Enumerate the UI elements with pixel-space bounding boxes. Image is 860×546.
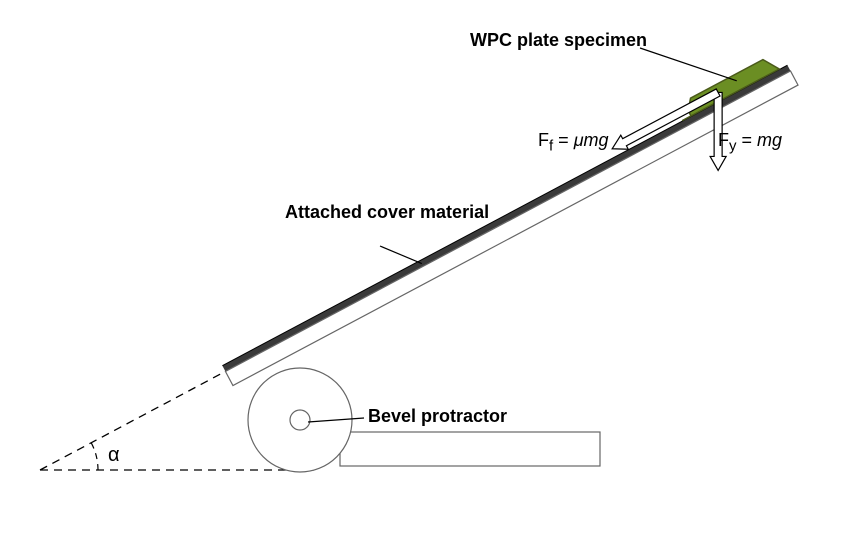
label-cover: Attached cover material [285, 202, 495, 223]
ff-text: Ff = μmg [538, 130, 609, 150]
label-angle: α [108, 444, 120, 467]
label-force-gravity: Fy = mg [718, 130, 782, 155]
label-protractor: Bevel protractor [368, 406, 507, 427]
leader-cover [380, 246, 422, 264]
label-specimen: WPC plate specimen [470, 30, 647, 51]
fy-text: Fy = mg [718, 130, 782, 150]
label-force-friction: Ff = μmg [538, 130, 609, 155]
angle-arc [91, 443, 98, 470]
base-arm [340, 432, 600, 466]
leader-specimen [640, 48, 737, 81]
incline-dash [40, 371, 225, 470]
ramp-body [225, 71, 798, 386]
